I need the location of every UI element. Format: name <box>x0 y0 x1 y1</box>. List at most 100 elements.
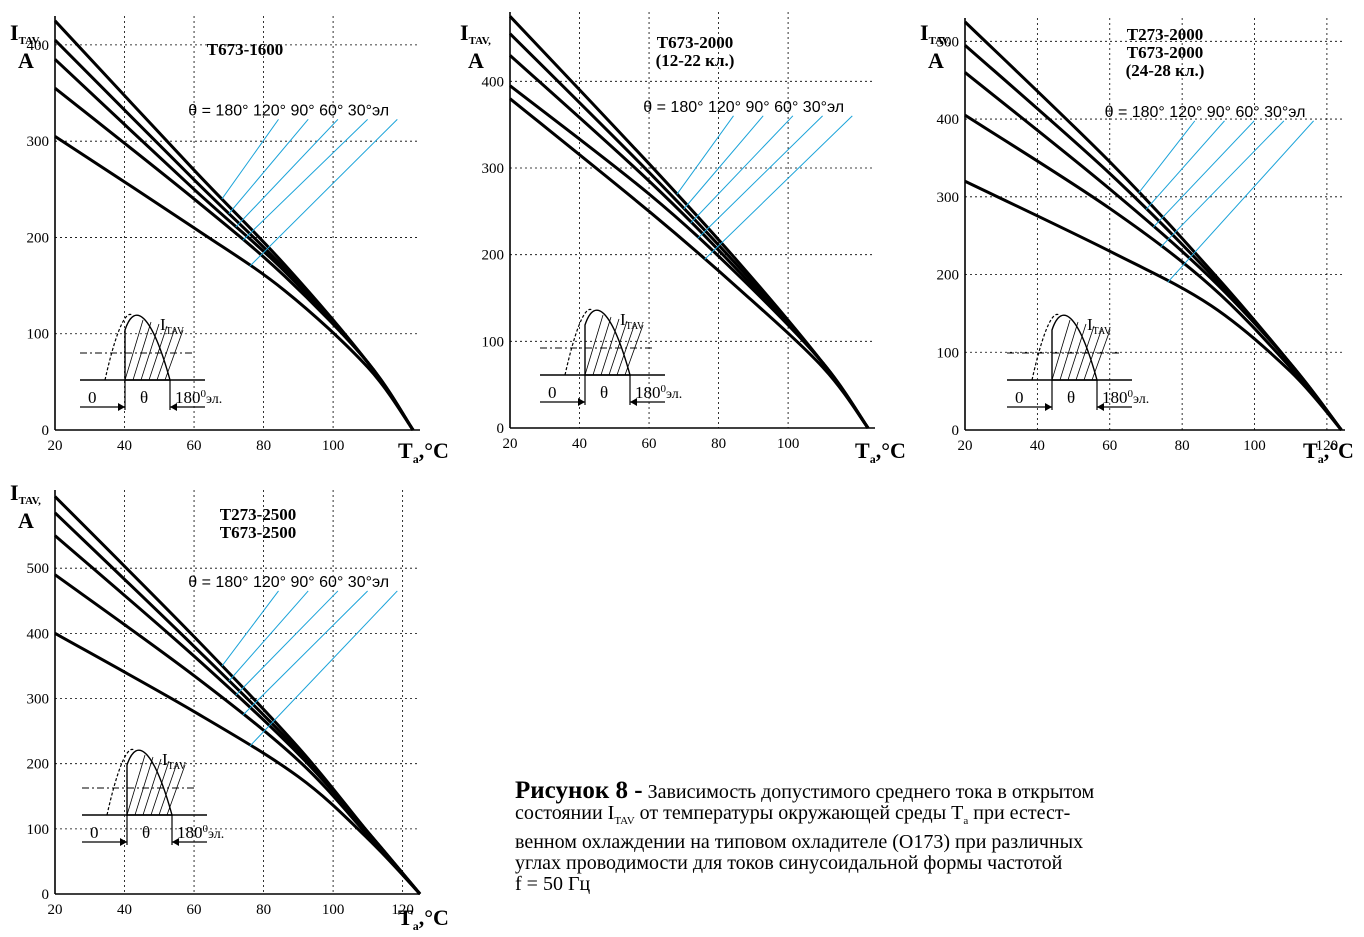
leader-line-2 <box>235 119 339 228</box>
y-tick-label: 100 <box>937 345 960 361</box>
hatch-line <box>600 318 620 376</box>
series-line-4 <box>964 179 1343 431</box>
chart-subtitle: T673-2000 <box>1127 43 1204 62</box>
series-line-3 <box>964 113 1343 431</box>
x-tick-label: 20 <box>958 438 973 454</box>
hatch-line <box>584 314 604 376</box>
hatch-line <box>1051 319 1071 381</box>
x-tick-label: 80 <box>711 436 726 452</box>
chart-subtitle: T673-2500 <box>220 523 297 542</box>
x-tick-label: 100 <box>322 902 345 918</box>
chart-t273-2500: 20 40 60 80 100 120 0 100 200 300 400 500 ITAV, A Ta,°… <box>10 480 449 933</box>
series-line-3 <box>54 87 415 431</box>
figure-caption: Рисунок 8 - Зависимость допустимого сред… <box>515 777 1360 895</box>
y-tick-label: 0 <box>42 423 50 439</box>
hatch-line <box>1083 327 1103 381</box>
conduction-angle-label: θ = 180° 120° 90° 60° 30°эл <box>643 99 844 116</box>
caption-line-3: венном охлаждении на типовом охладителе … <box>515 831 1084 853</box>
y-tick-label: 100 <box>27 822 50 838</box>
y-tick-label: 300 <box>482 161 505 177</box>
waveform-dashed-rise <box>564 308 593 376</box>
leader-line-4 <box>249 119 398 267</box>
waveform-dashed-rise <box>1031 313 1060 381</box>
x-tick-label: 40 <box>117 438 132 454</box>
y-tick-label: 0 <box>497 421 505 437</box>
inset-current-label: ITAV <box>162 750 187 772</box>
y-axis-label: ITAV, A <box>460 20 491 73</box>
y-tick-label: 400 <box>937 112 960 128</box>
inset-theta-label: θ <box>600 383 608 402</box>
waveform-dashed-rise <box>106 748 135 816</box>
y-tick-label: 500 <box>27 561 50 577</box>
chart-title: T673-1600 <box>207 40 284 59</box>
y-tick-label: 0 <box>952 423 960 439</box>
leader-line-4 <box>1167 120 1314 283</box>
waveform-dashed-rise <box>104 313 133 381</box>
chart-title: T273-2000 <box>1127 25 1204 44</box>
inset-current-label: ITAV <box>160 315 185 337</box>
hatch-line <box>1091 329 1111 381</box>
series-line-1 <box>53 39 415 431</box>
hatch-line <box>140 323 160 381</box>
y-tick-label: 0 <box>42 887 50 903</box>
x-tick-label: 120 <box>391 902 414 918</box>
caption-line-5: f = 50 Гц <box>515 873 591 895</box>
arrow-head-left <box>1045 403 1052 411</box>
inset-end-label: 1800эл. <box>175 388 222 407</box>
y-tick-label: 300 <box>937 190 960 206</box>
conduction-angle-label: θ = 180° 120° 90° 60° 30°эл <box>1105 104 1306 121</box>
hatch-line <box>142 758 162 816</box>
leader-line-3 <box>697 115 823 239</box>
leader-line-1 <box>683 115 764 210</box>
hatch-line <box>1067 323 1087 381</box>
arrow-head-left <box>120 838 127 846</box>
waveform-conduction-area <box>124 314 171 381</box>
caption-figure-number: Рисунок 8 - <box>515 777 643 804</box>
y-tick-label: 200 <box>482 248 505 264</box>
x-axis-label: Ta,°C <box>1303 438 1354 466</box>
conduction-angle-label: θ = 180° 120° 90° 60° 30°эл <box>188 102 389 119</box>
x-tick-label: 100 <box>777 436 800 452</box>
inset-theta-label: θ <box>142 823 150 842</box>
leader-line-0 <box>1138 120 1196 194</box>
series-line-4 <box>54 135 415 431</box>
caption-line-2c: при естест- <box>968 802 1071 824</box>
series-line-2 <box>964 71 1343 431</box>
hatch-line <box>156 327 176 381</box>
arrow-head-right <box>172 838 179 846</box>
inset-zero-label: 0 <box>88 388 97 407</box>
chart-title: T673-2000 <box>657 33 734 52</box>
y-tick-label: 400 <box>27 38 50 54</box>
leader-line-0 <box>221 119 279 200</box>
waveform-conduction-area <box>584 309 631 376</box>
leader-line-2 <box>690 115 794 224</box>
series-line-3 <box>509 84 870 429</box>
hatch-line <box>1059 321 1079 381</box>
conduction-angle-label: θ = 180° 120° 90° 60° 30°эл <box>188 574 389 591</box>
x-tick-label: 20 <box>48 902 63 918</box>
inset-current-label: ITAV <box>620 310 645 332</box>
x-tick-label: 100 <box>322 438 345 454</box>
x-tick-label: 60 <box>642 436 657 452</box>
waveform-conduction-area <box>1051 314 1098 381</box>
x-tick-label: 40 <box>1030 438 1045 454</box>
inset-zero-label: 0 <box>90 823 99 842</box>
y-tick-label: 300 <box>27 692 50 708</box>
x-tick-label: 60 <box>187 438 202 454</box>
series-line-4 <box>54 632 422 896</box>
caption-line-4: углах проводимости для токов синусоидаль… <box>515 852 1063 874</box>
x-tick-label: 80 <box>256 438 271 454</box>
y-tick-label: 100 <box>27 327 50 343</box>
leader-line-2 <box>1152 120 1255 228</box>
inset-current-label: ITAV <box>1087 315 1112 337</box>
x-tick-label: 20 <box>48 438 63 454</box>
caption-sub-tav: TAV <box>614 815 635 827</box>
leader-line-4 <box>704 115 853 260</box>
leader-line-3 <box>242 119 368 241</box>
inset-theta-label: θ <box>140 388 148 407</box>
arrow-head-right <box>1097 403 1104 411</box>
arrow-head-right <box>170 403 177 411</box>
x-tick-label: 120 <box>1316 438 1339 454</box>
series-line-2 <box>54 534 422 895</box>
